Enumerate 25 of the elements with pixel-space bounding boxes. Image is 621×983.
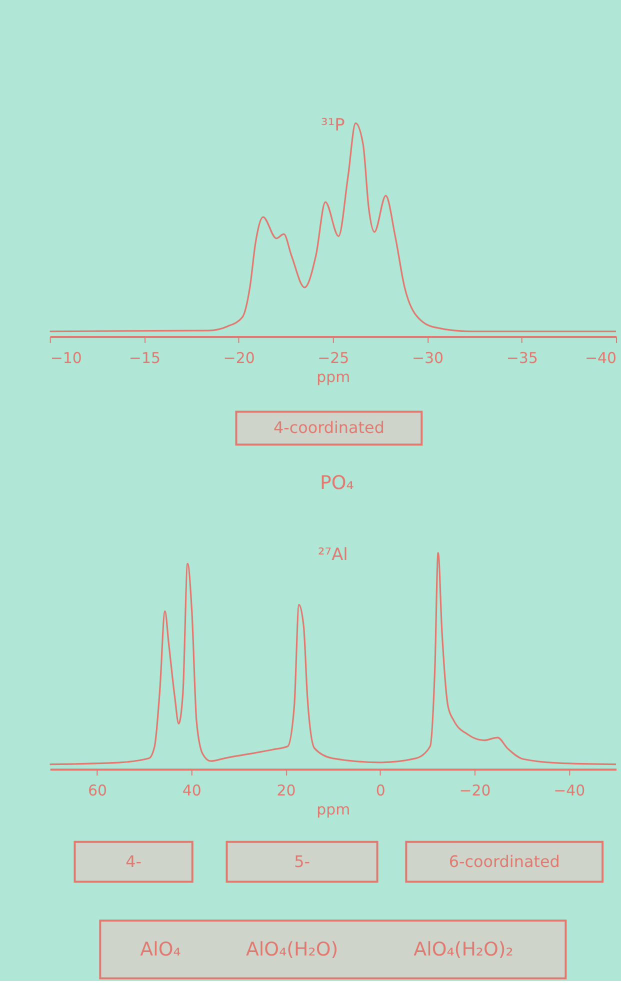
x-tick-label: 20: [276, 782, 296, 800]
text: AlO₄: [140, 938, 181, 960]
x-tick-label: 40: [182, 782, 202, 800]
x-tick-label: −10: [50, 348, 82, 367]
x-tick-label: −35: [506, 348, 538, 367]
x-axis-title: ppm: [316, 800, 350, 818]
x-tick-label: 60: [88, 782, 108, 800]
text: 4-coordinated: [273, 418, 384, 438]
x-tick-label: −30: [412, 348, 444, 367]
x-tick-label: −40: [554, 782, 586, 800]
chart-title: ³¹P: [321, 114, 345, 134]
x-axis-title: ppm: [316, 368, 350, 386]
x-tick-label: −15: [128, 348, 160, 367]
text: AlO₄(H₂O)₂: [414, 938, 514, 960]
x-tick-label: −25: [318, 348, 350, 367]
text: AlO₄(H₂O): [246, 938, 338, 960]
chart-title: ²⁷Al: [318, 544, 348, 564]
text: PO₄: [320, 472, 354, 494]
x-tick-label: −20: [223, 348, 255, 367]
text: 4-: [126, 852, 142, 871]
x-tick-label: 0: [376, 782, 386, 800]
text: 6-coordinated: [448, 852, 560, 871]
x-tick-label: −40: [584, 348, 617, 367]
text: 5-: [294, 852, 310, 871]
x-tick-label: −20: [459, 782, 491, 800]
